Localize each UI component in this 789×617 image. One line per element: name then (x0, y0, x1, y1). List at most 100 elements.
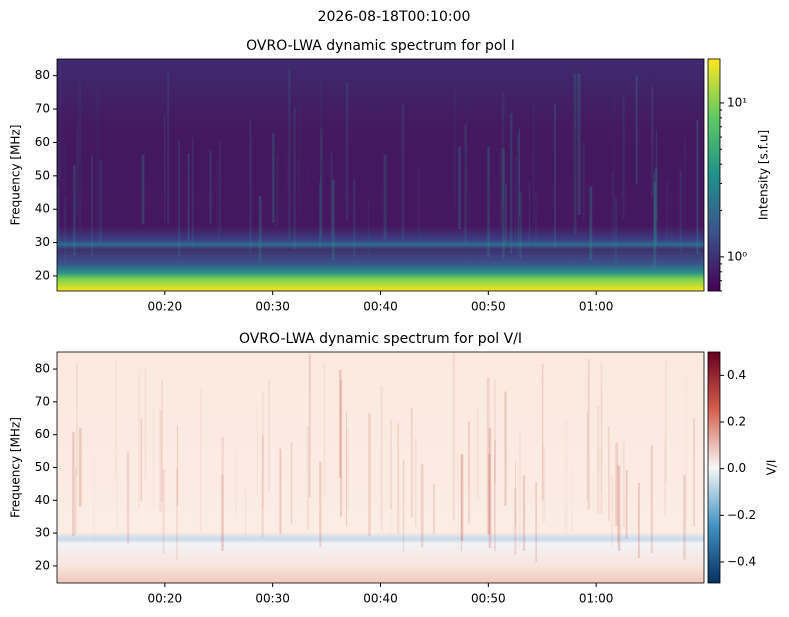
spectrum-streak (554, 484, 555, 539)
spectrum-streak (76, 363, 78, 476)
spectrum-streak (653, 171, 656, 250)
spectrum-streak (288, 70, 291, 240)
spectrum-streak (600, 390, 603, 494)
spectrum-streak (126, 452, 130, 545)
spectrum-streak (600, 363, 603, 514)
spectrum-streak (261, 435, 264, 538)
spectrum-streak (608, 426, 610, 521)
spectrum-streak (162, 469, 165, 554)
spectrum-streak (616, 464, 619, 544)
spectrum-streak (635, 75, 638, 184)
spectrum-streak (417, 166, 421, 247)
spectrum-streak (368, 413, 371, 537)
spectrum-streak (505, 183, 507, 245)
spectrum-streak (187, 152, 190, 241)
spectrum-streak (402, 459, 405, 552)
spectrum-streak (178, 140, 180, 257)
figure-title: 2026-08-18T00:10:00 (318, 9, 471, 25)
colorbar-label: Intensity [s.f.u] (757, 130, 771, 220)
colorbar-tick-label: 10¹ (727, 95, 747, 109)
spectrum-streak (307, 128, 308, 213)
spectrum-streak (58, 144, 60, 251)
spectrum-streak (96, 91, 100, 250)
spectrum-streak (541, 364, 544, 501)
spectrum-streak (258, 196, 262, 262)
spectrum-streak (275, 154, 279, 228)
spectrum-streak (650, 445, 654, 553)
spectrum-streak (308, 353, 311, 498)
spectrum-streak (396, 423, 400, 534)
spectrum-streak (466, 79, 469, 223)
y-tick-label: 60 (35, 427, 50, 441)
spectrum-streak (679, 170, 683, 252)
spectrum-streak (78, 428, 82, 507)
spectrum-streak (159, 410, 162, 512)
spectrum-streak (501, 92, 505, 206)
spectrum-streak (534, 191, 538, 248)
spectrum-streak (488, 427, 492, 549)
spectrum-streak (415, 437, 417, 527)
y-tick-label: 50 (35, 460, 50, 474)
spectrum-streak (665, 180, 669, 245)
spectrum-streak (368, 91, 369, 194)
x-tick-label: 00:50 (471, 300, 506, 314)
spectrum-streak (286, 106, 288, 235)
colorbar-tick-label: −0.2 (727, 508, 756, 522)
y-tick-label: 40 (35, 493, 50, 507)
spectrum-streak (586, 412, 589, 502)
spectrum-streak (532, 105, 535, 222)
spectrum-streak (617, 465, 621, 552)
spectrum-streak (385, 164, 387, 256)
spectrum-streak (250, 134, 252, 247)
spectrum-streak (353, 179, 356, 257)
spectrum-streak (665, 360, 667, 483)
axes-title: OVRO-LWA dynamic spectrum for pol I (246, 38, 515, 54)
spectrum-streak (331, 179, 335, 260)
colorbar-tick-label: −0.4 (727, 555, 756, 569)
spectrum-streak (380, 385, 383, 531)
spectrum-streak (487, 147, 490, 258)
spectrum-streak (517, 133, 520, 254)
spectrum-streak (476, 408, 479, 499)
spectrum-streak (499, 147, 503, 230)
spectrum-streak (494, 379, 496, 484)
y-tick-label: 60 (35, 135, 50, 149)
spectrum-streak (245, 489, 247, 540)
spectrum-streak (571, 181, 572, 263)
spectrum-streak (161, 380, 163, 503)
spectrum-streak (651, 86, 654, 198)
spectrum-streak (114, 360, 117, 480)
spectrum-streak (637, 483, 640, 558)
spectrum-streak (219, 140, 222, 231)
x-tick-label: 01:00 (579, 300, 614, 314)
spectrum-streak (81, 78, 82, 191)
spectrum-streak (693, 418, 695, 527)
colorbar-tick-label: 0.4 (727, 368, 746, 382)
spectrum-streak (519, 128, 521, 216)
spectrum-streak (78, 83, 81, 235)
spectrum-streak (75, 468, 77, 534)
spectrum-streak (573, 73, 577, 235)
spectrum-streak (518, 430, 521, 548)
spectrum-streak (140, 418, 143, 502)
spectrum-streak (596, 405, 600, 515)
spectrum-streak (72, 432, 75, 536)
x-tick-label: 00:20 (148, 300, 183, 314)
y-tick-label: 40 (35, 202, 50, 216)
spectrum-streak (655, 129, 658, 221)
spectrum-streak (571, 466, 573, 534)
spectrum-streak (345, 411, 348, 527)
spectrum-streak (453, 90, 456, 206)
spectrum-streak (345, 82, 349, 220)
spectrum-streak (467, 421, 471, 524)
x-tick-label: 00:30 (255, 592, 290, 606)
x-tick-label: 00:30 (255, 300, 290, 314)
spectrum-streak (76, 124, 79, 215)
spectrum-streak (91, 59, 94, 235)
spectrum-streak (410, 408, 413, 517)
spectrum-streak (611, 172, 614, 248)
spectrum-streak (220, 474, 224, 551)
spectrum-streak (338, 370, 342, 478)
spectrum-streak (670, 191, 672, 244)
spectrum-streak (486, 377, 490, 535)
